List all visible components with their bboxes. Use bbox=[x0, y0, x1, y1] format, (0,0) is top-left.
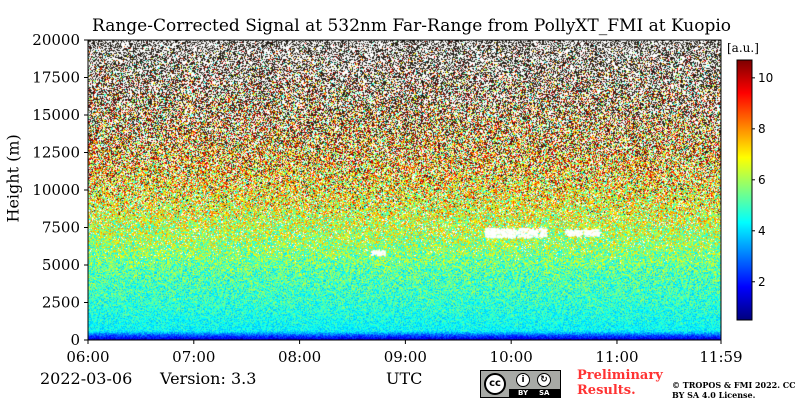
y-tick-label: 0 bbox=[70, 331, 80, 349]
x-tick-label: 10:00 bbox=[490, 348, 533, 366]
cc-license-badge[interactable]: cc i ↻ BY SA bbox=[480, 370, 561, 398]
colorbar-tick-label: 4 bbox=[758, 224, 766, 238]
x-tick-label: 09:00 bbox=[384, 348, 427, 366]
y-tick-label: 5000 bbox=[42, 256, 80, 274]
colorbar-gradient bbox=[737, 60, 752, 320]
heatmap-raster bbox=[88, 40, 721, 340]
y-axis: 0 2500 5000 7500 10000 12500 15000 17500 20000 bbox=[32, 31, 88, 349]
chart-title: Range-Corrected Signal at 532nm Far-Rang… bbox=[92, 16, 732, 36]
person-icon: i bbox=[516, 373, 530, 387]
cc-badge-strip bbox=[509, 389, 561, 398]
colorbar-tick-label: 8 bbox=[758, 122, 766, 136]
cc-sa-label: SA bbox=[539, 389, 550, 397]
colorbar-frame bbox=[736, 59, 753, 321]
cc-logo-icon: cc bbox=[484, 373, 506, 395]
colorbar-tick-label: 10 bbox=[758, 71, 773, 85]
y-tick-label: 17500 bbox=[32, 69, 80, 87]
colorbar: 2 4 6 8 10 bbox=[736, 59, 773, 321]
x-tick-label: 08:00 bbox=[278, 348, 321, 366]
y-tick-label: 20000 bbox=[32, 31, 80, 49]
share-alike-icon: ↻ bbox=[537, 373, 551, 387]
x-tick-label: 06:00 bbox=[66, 348, 109, 366]
preliminary-results-note: Preliminary Results. bbox=[577, 368, 663, 398]
y-tick-label: 10000 bbox=[32, 181, 80, 199]
y-tick-label: 12500 bbox=[32, 144, 80, 162]
y-tick-label: 15000 bbox=[32, 106, 80, 124]
x-tick-label: 07:00 bbox=[172, 348, 215, 366]
colorbar-unit-label: [a.u.] bbox=[727, 41, 759, 55]
date-label: 2022-03-06 bbox=[40, 369, 133, 388]
x-axis-label: UTC bbox=[386, 369, 423, 388]
cc-by-label: BY bbox=[518, 389, 529, 397]
copyright-notice: © TROPOS & FMI 2022. CC BY SA 4.0 Licens… bbox=[672, 380, 796, 400]
x-tick-label: 11:59 bbox=[699, 348, 742, 366]
colorbar-tick-label: 2 bbox=[758, 275, 766, 289]
x-axis: 06:00 07:00 08:00 09:00 10:00 11:00 11:59 bbox=[66, 340, 743, 366]
y-tick-label: 2500 bbox=[42, 294, 80, 312]
version-label: Version: 3.3 bbox=[160, 369, 257, 388]
plot-area bbox=[87, 39, 722, 341]
y-tick-label: 7500 bbox=[42, 219, 80, 237]
y-axis-label: Height (m) bbox=[3, 134, 23, 223]
colorbar-tick-label: 6 bbox=[758, 173, 766, 187]
x-tick-label: 11:00 bbox=[595, 348, 638, 366]
